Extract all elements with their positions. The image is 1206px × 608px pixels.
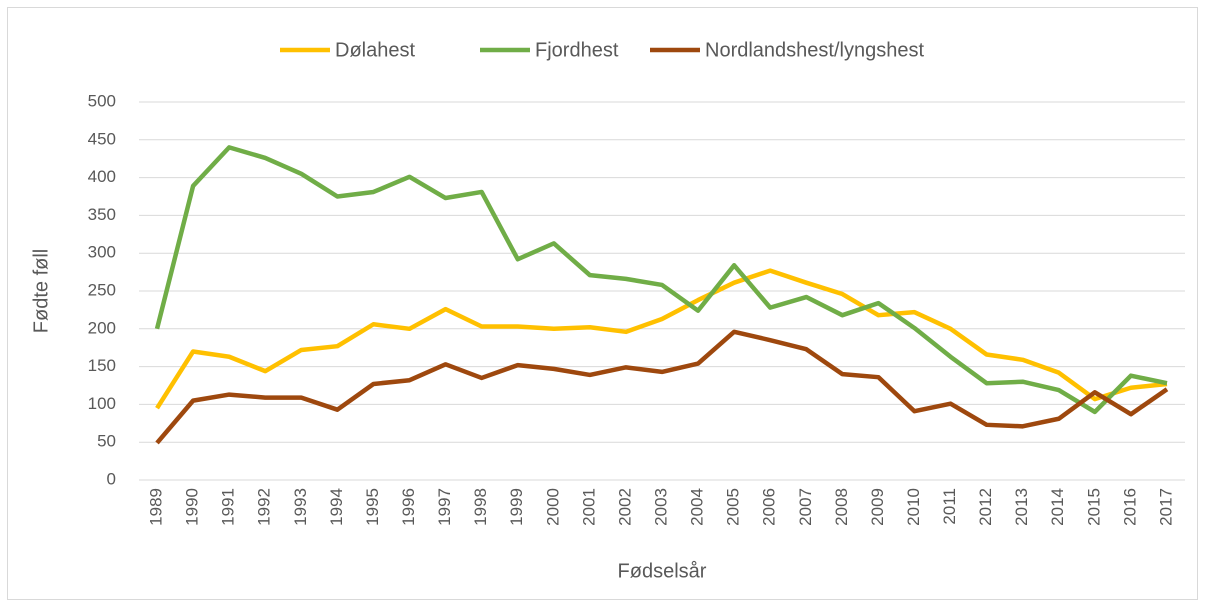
y-tick-label: 400: [88, 167, 116, 186]
series-line: [154, 145, 1168, 415]
x-tick-label: 1992: [255, 488, 274, 526]
x-tick-label: 2011: [940, 488, 959, 525]
series-line: [155, 268, 1168, 410]
x-tick-label: 2002: [615, 488, 634, 526]
y-tick-label: 250: [88, 280, 116, 299]
x-tick-label: 2004: [688, 488, 707, 526]
x-tick-label: 2005: [724, 488, 743, 526]
x-tick-label: 1990: [183, 488, 202, 526]
y-tick-label: 300: [88, 243, 116, 262]
y-tick-label: 0: [107, 469, 116, 488]
y-tick-label: 50: [97, 432, 116, 451]
x-tick-label: 2000: [543, 488, 562, 526]
legend-label: Fjordhest: [535, 39, 619, 61]
x-tick-label: 1998: [471, 488, 490, 526]
x-tick-label: 2012: [976, 488, 995, 526]
x-tick-label: 2015: [1084, 488, 1103, 526]
x-tick-label: 2016: [1120, 488, 1139, 526]
x-tick-label: 1996: [399, 488, 418, 526]
x-tick-label: 1997: [435, 488, 454, 526]
x-axis-label: Fødselsår: [618, 560, 707, 582]
x-tick-label: 2014: [1048, 488, 1067, 526]
x-tick-label: 2010: [904, 488, 923, 526]
x-tick-label: 2001: [579, 488, 598, 526]
y-tick-label: 350: [88, 205, 116, 224]
y-tick-label: 500: [88, 91, 116, 110]
series-line: [155, 329, 1169, 445]
x-tick-label: 1995: [363, 488, 382, 526]
y-tick-label: 150: [88, 356, 116, 375]
y-tick-label: 450: [88, 129, 116, 148]
x-tick-label: 2009: [868, 488, 887, 526]
x-tick-label: 2003: [651, 488, 670, 526]
y-tick-label: 200: [88, 318, 116, 337]
x-tick-label: 2008: [832, 488, 851, 526]
chart-border: [7, 7, 1198, 600]
x-tick-label: 1994: [327, 488, 346, 526]
legend-label: Dølahest: [335, 39, 415, 61]
y-tick-label: 100: [88, 394, 116, 413]
x-tick-label: 1989: [147, 488, 166, 526]
x-tick-label: 2013: [1012, 488, 1031, 526]
x-tick-label: 2007: [796, 488, 815, 526]
legend-label: Nordlandshest/lyngshest: [705, 39, 924, 61]
x-tick-label: 1991: [219, 488, 238, 526]
x-tick-label: 1993: [291, 488, 310, 526]
y-axis-label: Fødte føll: [30, 249, 52, 333]
x-tick-label: 2006: [760, 488, 779, 526]
x-tick-label: 1999: [507, 488, 526, 526]
x-tick-label: 2017: [1156, 488, 1175, 526]
